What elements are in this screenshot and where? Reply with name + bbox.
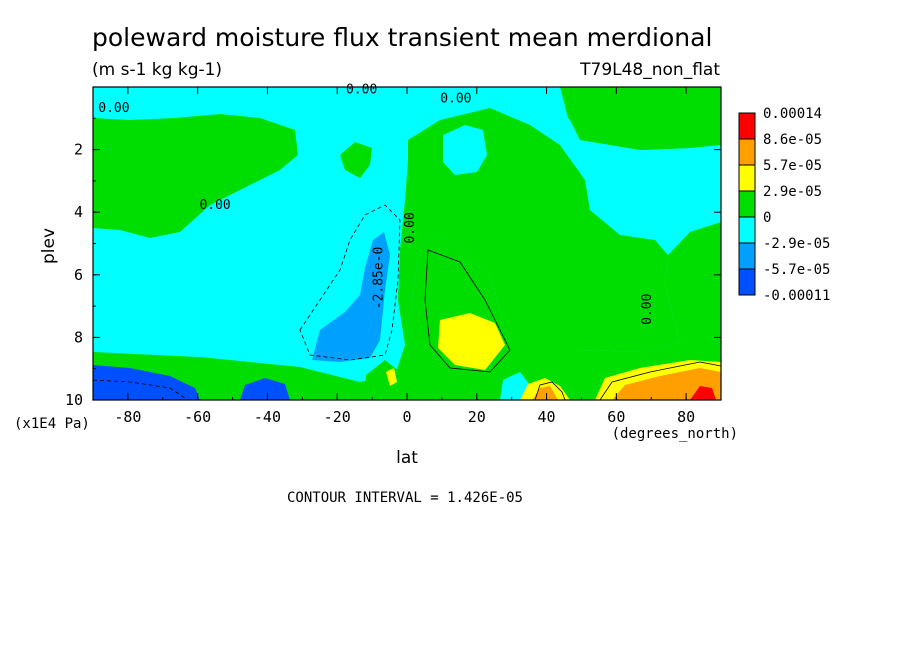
y-tick-label: 2 xyxy=(74,141,83,159)
fill-region-blue-bottom-mid xyxy=(240,378,290,400)
x-tick-label: 20 xyxy=(468,408,486,426)
x-tick-label: -80 xyxy=(114,408,141,426)
x-tick-label: 60 xyxy=(607,408,625,426)
colorbar-label: -2.9e-05 xyxy=(763,236,830,252)
x-axis-label: lat xyxy=(396,448,418,468)
contour-label: 0.00 xyxy=(640,294,655,325)
contour-fill-layer xyxy=(93,87,721,400)
y-tick-label: 6 xyxy=(74,266,83,284)
contour-label: 0.00 xyxy=(98,101,129,116)
contour-label: 0.00 xyxy=(440,92,471,107)
colorbar: 0.00014 8.6e-05 5.7e-05 2.9e-05 0 -2.9e-05 -5.… xyxy=(738,106,830,304)
fill-region-yellow-center xyxy=(438,313,505,370)
fill-region-green-bottom-b xyxy=(365,360,405,400)
contour-label: 0.00 xyxy=(403,212,418,243)
y-tick-label: 10 xyxy=(65,391,83,409)
colorbar-label: 0.00014 xyxy=(763,106,822,122)
colorbar-swatch xyxy=(738,216,756,244)
contour-line-positive xyxy=(424,249,511,373)
contour-line-negative xyxy=(299,204,401,361)
x-axis-units: (degrees_north) xyxy=(612,426,738,442)
x-tick-label: -20 xyxy=(324,408,351,426)
fill-region-lightblue-southern xyxy=(312,232,390,362)
colorbar-label: 0 xyxy=(763,210,771,226)
fill-region-blue-bottom-left xyxy=(93,365,200,400)
colorbar-swatch xyxy=(738,164,756,192)
colorbar-swatch xyxy=(738,242,756,270)
contour-line-positive xyxy=(599,361,721,400)
dataset-label: T79L48_non_flat xyxy=(579,60,720,80)
contour-line-positive xyxy=(534,381,566,400)
fill-region-orange-bottom xyxy=(532,386,558,400)
fill-region-red-right xyxy=(690,386,716,400)
x-tick-label: -40 xyxy=(254,408,281,426)
y-axis-units: (x1E4 Pa) xyxy=(14,416,90,432)
colorbar-label: 8.6e-05 xyxy=(763,132,822,148)
x-tick-label: -60 xyxy=(184,408,211,426)
fill-region-orange-right xyxy=(612,368,721,400)
fill-region-small-green xyxy=(340,142,372,178)
y-axis-label: plev xyxy=(39,228,59,264)
x-tick-label: 40 xyxy=(538,408,556,426)
fill-region-upper-right-green xyxy=(400,87,721,150)
chart-units: (m s-1 kg kg-1) xyxy=(92,60,222,80)
colorbar-swatch xyxy=(738,190,756,218)
contour-line-negative xyxy=(93,379,189,400)
y-tick-label: 8 xyxy=(74,328,83,346)
fill-region-yellow-small xyxy=(386,368,397,386)
colorbar-swatch xyxy=(738,268,756,296)
chart-title: poleward moisture flux transient mean me… xyxy=(92,23,712,52)
y-axis: 2 4 6 8 10 xyxy=(65,117,721,409)
fill-region-green-bottom-a xyxy=(300,372,345,400)
x-axis: -80 -60 -40 -20 0 20 40 60 80 xyxy=(92,87,722,426)
colorbar-swatch xyxy=(738,138,756,166)
contour-label: 0.00 xyxy=(199,198,230,213)
y-tick-label: 4 xyxy=(74,203,83,221)
contour-label-layer: 0.00 0.00 0.00 0.00 -2.85e-0 0.00 0.00 xyxy=(98,82,655,325)
x-tick-label: 0 xyxy=(402,408,411,426)
colorbar-swatch xyxy=(738,112,756,140)
colorbar-label: 5.7e-05 xyxy=(763,158,822,174)
colorbar-label: 2.9e-05 xyxy=(763,184,822,200)
colorbar-label: -0.00011 xyxy=(763,288,830,304)
contour-label: -2.85e-0 xyxy=(372,247,387,310)
contour-interval-note: CONTOUR INTERVAL = 1.426E-05 xyxy=(287,490,523,506)
x-tick-label: 80 xyxy=(677,408,695,426)
contour-label: 0.00 xyxy=(346,82,377,97)
fill-region-southern-green-left xyxy=(93,87,298,238)
fill-region-cyan-blob xyxy=(443,125,487,175)
colorbar-label: -5.7e-05 xyxy=(763,262,830,278)
